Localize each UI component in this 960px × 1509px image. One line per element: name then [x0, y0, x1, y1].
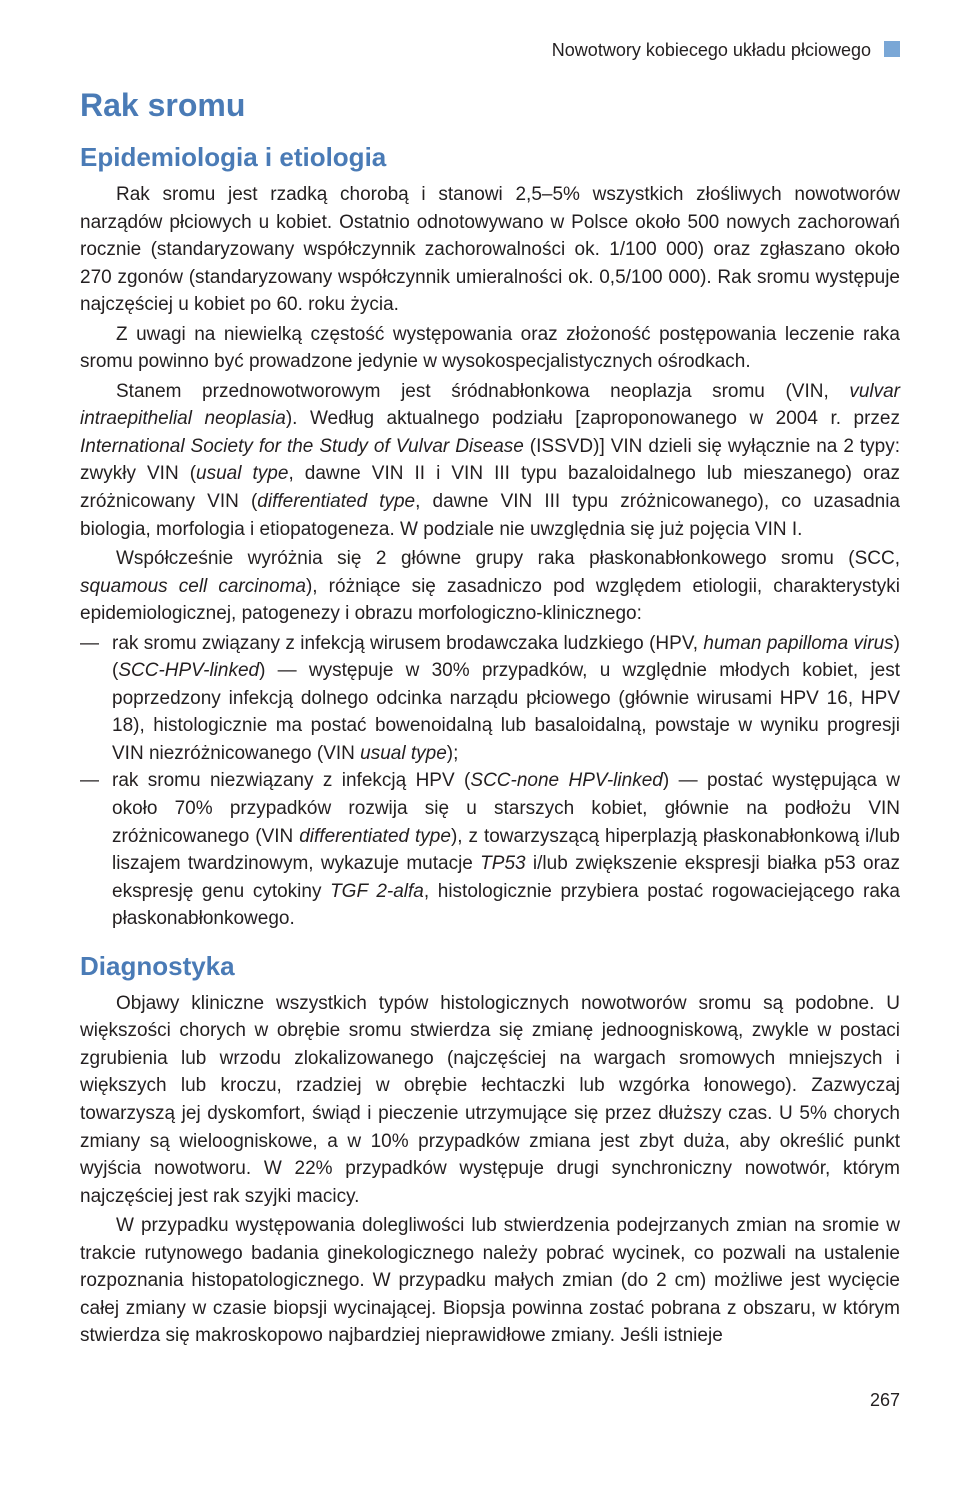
- page-number: 267: [80, 1390, 900, 1411]
- italic-term: differentiated type: [257, 491, 415, 512]
- epi-paragraph-1: Rak sromu jest rzadką chorobą i stanowi …: [80, 181, 900, 319]
- text-run: Stanem przednowotworowym jest śródnabłon…: [116, 381, 849, 402]
- text-run: Współcześnie wyróżnia się 2 główne grupy…: [116, 548, 900, 569]
- text-run: rak sromu związany z infekcją wirusem br…: [112, 633, 703, 654]
- section-heading-diagnostics: Diagnostyka: [80, 951, 900, 982]
- italic-term: SCC-HPV-linked: [118, 660, 259, 681]
- italic-term: usual type: [360, 743, 447, 764]
- diag-paragraph-1: Objawy kliniczne wszystkich typów histol…: [80, 990, 900, 1210]
- epi-paragraph-2: Z uwagi na niewielką częstość występowan…: [80, 321, 900, 376]
- epi-paragraph-3: Stanem przednowotworowym jest śródnabłon…: [80, 378, 900, 543]
- diag-paragraph-2: W przypadku występowania dolegliwości lu…: [80, 1212, 900, 1350]
- italic-term: human papilloma virus: [703, 633, 893, 654]
- list-item: rak sromu związany z infekcją wirusem br…: [80, 630, 900, 768]
- running-head: Nowotwory kobiecego układu płciowego: [80, 40, 900, 61]
- italic-term: SCC-none HPV-linked: [470, 770, 662, 791]
- italic-term: International Society for the Study of V…: [80, 436, 524, 457]
- italic-term: TGF 2-alfa: [330, 881, 424, 902]
- page: Nowotwory kobiecego układu płciowego Rak…: [0, 0, 960, 1441]
- page-title: Rak sromu: [80, 87, 900, 124]
- text-run: rak sromu niezwiązany z infekcją HPV (: [112, 770, 470, 791]
- text-run: ). Według aktualnego podziału [zapropono…: [286, 408, 900, 429]
- epi-list: rak sromu związany z infekcją wirusem br…: [80, 630, 900, 933]
- epi-paragraph-4: Współcześnie wyróżnia się 2 główne grupy…: [80, 545, 900, 628]
- running-head-text: Nowotwory kobiecego układu płciowego: [552, 40, 871, 60]
- header-square-icon: [884, 41, 900, 57]
- italic-term: differentiated type: [299, 826, 451, 847]
- italic-term: TP53: [480, 853, 525, 874]
- list-item: rak sromu niezwiązany z infekcją HPV (SC…: [80, 767, 900, 932]
- italic-term: squamous cell carcinoma: [80, 576, 306, 597]
- text-run: );: [447, 743, 459, 764]
- italic-term: usual type: [196, 463, 288, 484]
- section-heading-epidemiology: Epidemiologia i etiologia: [80, 142, 900, 173]
